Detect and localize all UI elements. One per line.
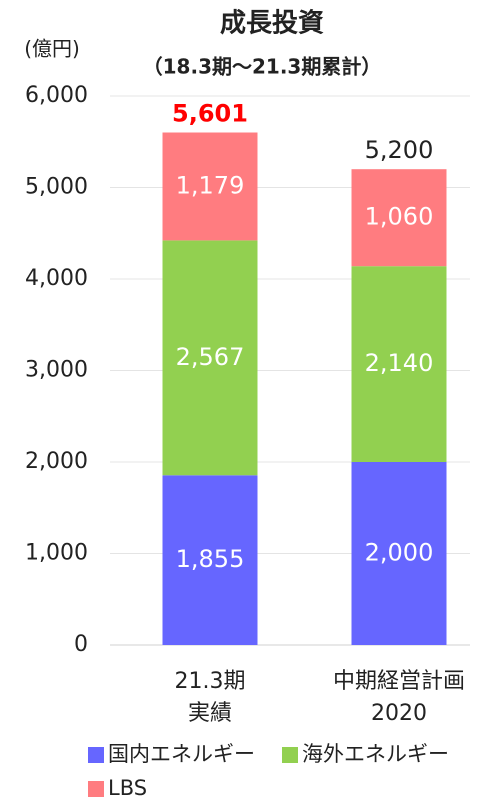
total-label: 5,601 [172, 100, 248, 128]
y-tick-label: 5,000 [25, 175, 88, 200]
y-tick-label: 1,000 [25, 541, 88, 566]
bar-segment [162, 240, 258, 476]
bar-segment [162, 475, 258, 645]
x-tick-label: 21.3期 [175, 669, 246, 694]
total-label: 5,200 [365, 136, 434, 164]
y-tick-label: 6,000 [25, 83, 88, 108]
value-label: 1,855 [176, 545, 245, 573]
legend-swatch [88, 747, 104, 763]
legend-label: 海外エネルギー [302, 742, 449, 766]
y-tick-label: 2,000 [25, 449, 88, 474]
value-label: 1,060 [365, 203, 434, 231]
bar-segment [351, 266, 447, 462]
bar-segment [351, 169, 447, 267]
value-label: 1,179 [176, 171, 245, 199]
bar-segment [351, 462, 447, 645]
legend-label: 国内エネルギー [108, 742, 255, 766]
y-unit: (億円) [24, 37, 80, 61]
x-tick-label: 2020 [371, 701, 427, 726]
y-tick-label: 0 [74, 632, 88, 657]
legend-label: LBS [108, 776, 147, 800]
bar-segment [162, 132, 258, 241]
value-label: 2,567 [176, 343, 245, 371]
x-tick-label: 実績 [188, 701, 232, 726]
legend-swatch [88, 781, 104, 797]
value-label: 2,140 [365, 349, 434, 377]
value-label: 2,000 [365, 539, 434, 567]
y-tick-label: 3,000 [25, 358, 88, 383]
chart-subtitle: （18.3期～21.3期累計） [143, 55, 382, 79]
chart-title: 成長投資 [220, 9, 324, 39]
legend-swatch [282, 747, 298, 763]
x-tick-label: 中期経営計画 [333, 669, 465, 694]
y-tick-label: 4,000 [25, 266, 88, 291]
